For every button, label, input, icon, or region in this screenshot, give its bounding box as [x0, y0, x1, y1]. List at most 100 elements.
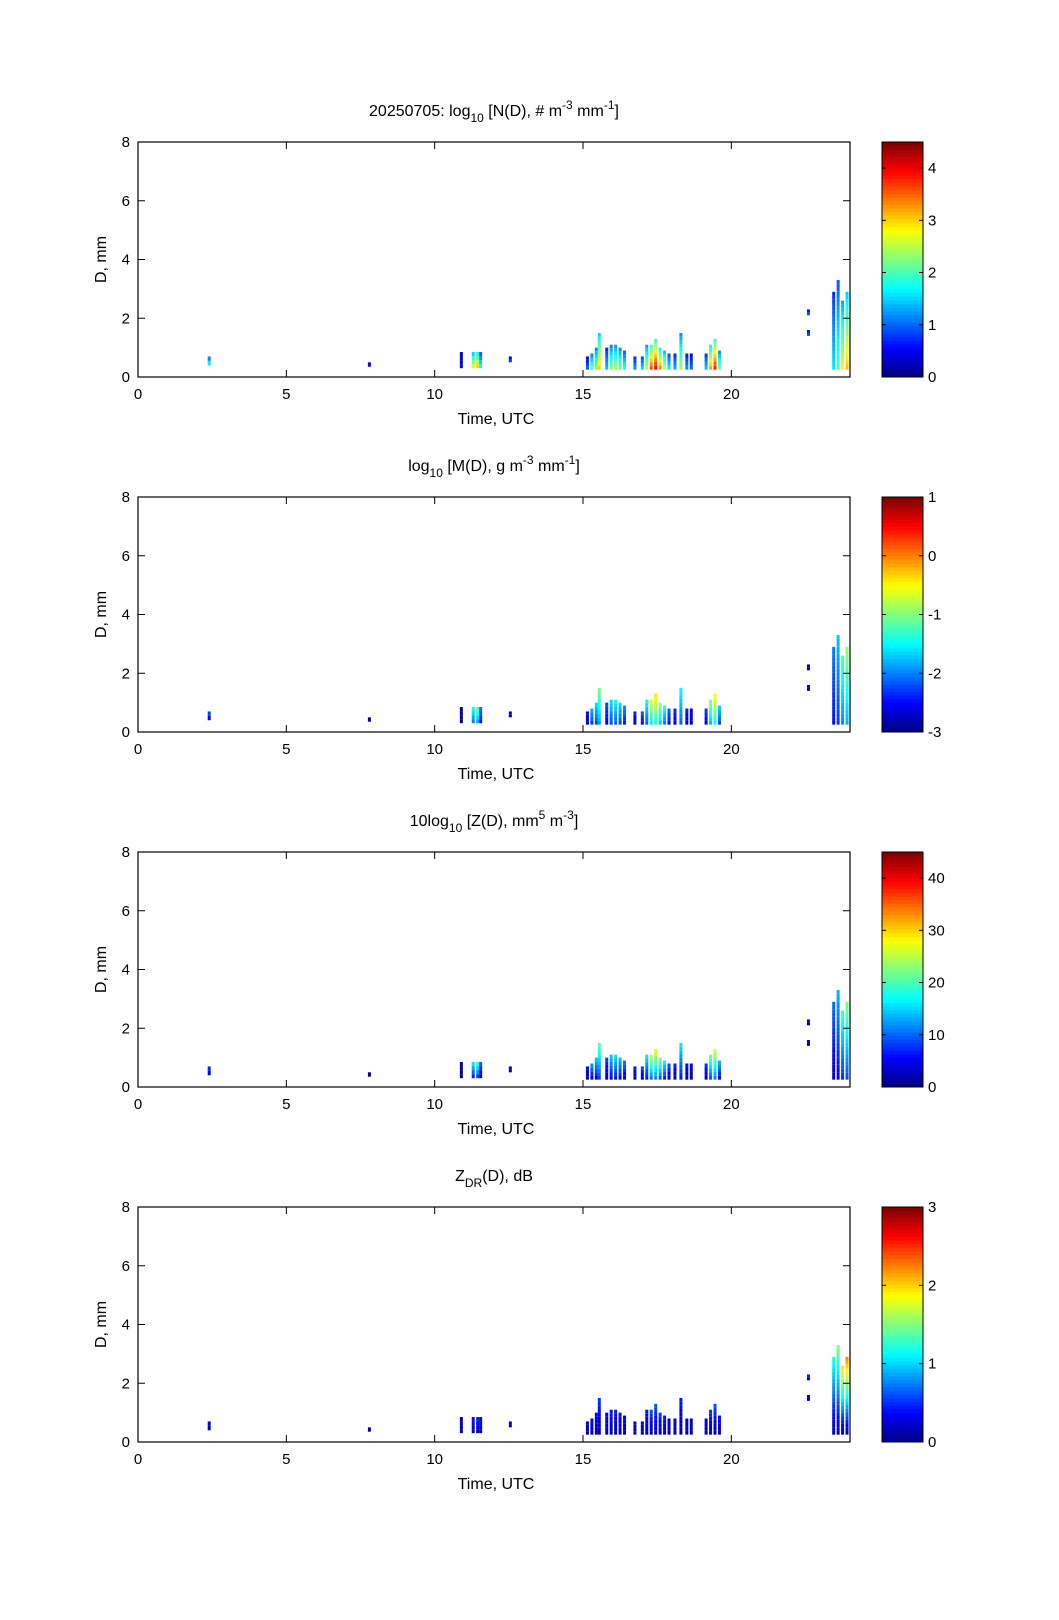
heatmap-cell: [594, 354, 598, 359]
heatmap-cell: [645, 348, 649, 352]
colorbar-segment: [882, 859, 923, 864]
heatmap-cell: [679, 365, 683, 370]
colorbar-frame: [881, 141, 924, 378]
heatmap-cell: [845, 336, 849, 341]
heatmap-cell: [685, 708, 689, 713]
heatmap-cell: [806, 332, 810, 336]
heatmap-cell: [709, 1416, 713, 1421]
heatmap-cell: [597, 1068, 601, 1073]
colorbar-segment: [882, 651, 923, 656]
heatmap-cell: [623, 365, 627, 370]
heatmap-cell: [704, 1075, 708, 1080]
heatmap-cell: [679, 1427, 683, 1431]
colorbar-segment: [882, 881, 923, 886]
colorbar-segment: [882, 1229, 923, 1234]
colorbar-segment: [882, 241, 923, 246]
heatmap-cell: [836, 362, 840, 366]
heatmap-cell: [841, 1380, 845, 1384]
colorbar-frame: [881, 1206, 924, 1443]
heatmap-cell: [590, 365, 594, 370]
heatmap-cell: [459, 1429, 463, 1434]
heatmap-cell: [832, 295, 836, 300]
heatmap-cell: [623, 709, 627, 714]
heatmap-cell: [479, 1417, 483, 1422]
heatmap-cell: [836, 321, 840, 325]
colorbar-segment: [882, 145, 923, 150]
heatmap-cell: [841, 1028, 845, 1033]
heatmap-cell: [709, 355, 713, 359]
heatmap-cell: [614, 713, 618, 718]
colorbar-segment: [882, 211, 923, 216]
colorbar-tick-label: 3: [928, 212, 936, 229]
heatmap-cell: [832, 695, 836, 699]
heatmap-cell: [459, 352, 463, 357]
heatmap-cell: [832, 1371, 836, 1376]
heatmap-cell: [836, 1034, 840, 1039]
colorbar-segment: [882, 647, 923, 652]
heatmap-cell: [685, 1063, 689, 1068]
heatmap-cell: [597, 1050, 601, 1054]
heatmap-cell: [841, 699, 845, 703]
heatmap-cell: [806, 1019, 810, 1023]
colorbar-segment: [882, 156, 923, 161]
heatmap-cell: [836, 328, 840, 333]
heatmap-cell: [663, 1419, 667, 1424]
heatmap-cell: [590, 1071, 594, 1076]
heatmap-cell: [713, 354, 717, 359]
heatmap-cell: [658, 1057, 662, 1062]
title-text: Z: [455, 1168, 465, 1185]
heatmap-cell: [709, 348, 713, 352]
heatmap-cell: [841, 1068, 845, 1073]
heatmap-cell: [679, 687, 683, 692]
heatmap-cell: [832, 328, 836, 333]
colorbar-segment: [882, 632, 923, 638]
heatmap-cell: [645, 351, 649, 356]
heatmap-cell: [471, 1066, 475, 1071]
heatmap-cell: [663, 717, 667, 721]
heatmap-cell: [658, 1430, 662, 1435]
heatmap-cell: [685, 365, 689, 370]
heatmap-cell: [832, 1393, 836, 1398]
heatmap-cell: [649, 1423, 653, 1428]
heatmap-cell: [508, 714, 512, 718]
title-text: (D), dB: [482, 1168, 533, 1185]
heatmap-cell: [841, 1431, 845, 1435]
colorbar-segment: [882, 610, 923, 615]
heatmap-cell: [614, 366, 618, 370]
heatmap-cell: [713, 1407, 717, 1412]
heatmap-cell: [609, 1413, 613, 1417]
colorbar-segment: [882, 1039, 923, 1044]
heatmap-cell: [832, 1050, 836, 1054]
heatmap-cell: [704, 1430, 708, 1435]
heatmap-cell: [618, 1057, 622, 1062]
colorbar-segment: [882, 164, 923, 169]
heatmap-cell: [845, 665, 849, 670]
colorbar-segment: [882, 706, 923, 711]
colorbar-segment: [882, 625, 923, 630]
x-tick-label: 0: [134, 741, 142, 758]
heatmap-cell: [633, 366, 637, 370]
heatmap-cell: [836, 720, 840, 725]
heatmap-cell: [471, 1074, 475, 1079]
heatmap-cell: [663, 1427, 667, 1431]
heatmap-cell: [658, 351, 662, 355]
colorbar-segment: [882, 1064, 923, 1070]
heatmap-cell: [845, 1382, 849, 1387]
heatmap-cell: [836, 1404, 840, 1409]
colorbar-segment: [882, 1247, 923, 1252]
heatmap-cell: [679, 336, 683, 341]
heatmap-cell: [836, 1371, 840, 1375]
colorbar-segment: [882, 1024, 923, 1029]
heatmap-cell: [841, 1416, 845, 1421]
colorbar-segment: [882, 1434, 923, 1439]
heatmap-cell: [836, 1397, 840, 1402]
heatmap-cell: [841, 662, 845, 667]
colorbar-segment: [882, 1072, 923, 1077]
heatmap-cell: [836, 1430, 840, 1435]
colorbar-segment: [882, 907, 923, 912]
heatmap-cell: [713, 716, 717, 721]
colorbar-segment: [882, 1328, 923, 1333]
colorbar-segment: [882, 318, 923, 323]
heatmap-cell: [679, 1401, 683, 1406]
heatmap-cell: [709, 1058, 713, 1062]
